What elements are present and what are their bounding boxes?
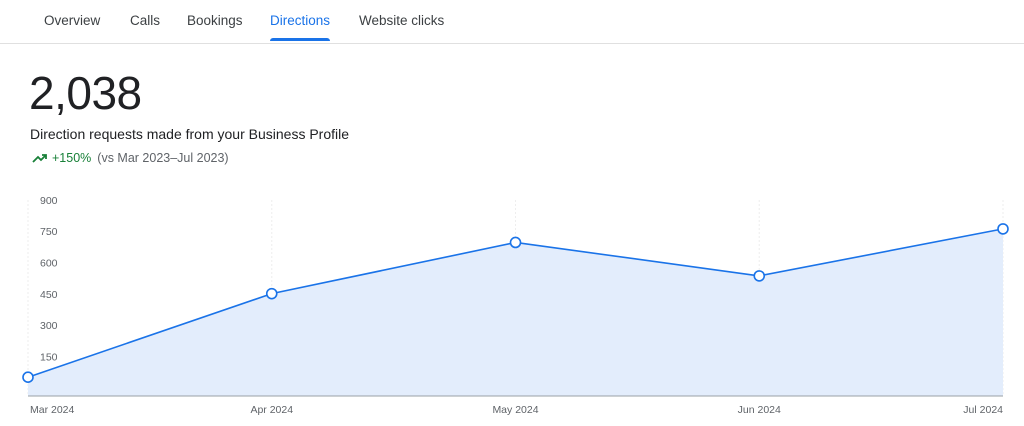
point bbox=[753, 270, 766, 282]
y-tick-label: 150 bbox=[40, 351, 58, 363]
change-value: +150% bbox=[52, 151, 92, 165]
point bbox=[997, 223, 1009, 235]
tab[interactable]: Overview bbox=[44, 13, 101, 28]
total-value: 2,038 bbox=[29, 67, 142, 119]
tab[interactable]: Bookings bbox=[187, 13, 243, 28]
y-tick-label: 300 bbox=[40, 320, 58, 332]
point bbox=[265, 287, 278, 300]
x-tick-label: May 2024 bbox=[492, 404, 538, 416]
trend-icon bbox=[32, 154, 47, 163]
y-tick-label: 900 bbox=[40, 195, 58, 207]
tab[interactable]: Calls bbox=[130, 13, 161, 28]
x-tick-label: Jun 2024 bbox=[738, 404, 781, 416]
y-tick-label: 450 bbox=[40, 289, 58, 301]
x-tick-label: Apr 2024 bbox=[250, 404, 293, 416]
area-fill bbox=[28, 228, 1003, 396]
comparison: (vs Mar 2023–Jul 2023) bbox=[97, 151, 229, 165]
x-tick-label: Jul 2024 bbox=[963, 404, 1003, 416]
y-tick-label: 750 bbox=[40, 226, 58, 238]
tab[interactable]: Website clicks bbox=[359, 13, 445, 28]
change-row: +150% (vs Mar 2023–Jul 2023) bbox=[32, 151, 229, 165]
description: Direction requests made from your Busine… bbox=[30, 126, 350, 142]
point bbox=[22, 371, 34, 384]
point bbox=[509, 236, 522, 249]
y-tick-label: 600 bbox=[40, 257, 58, 269]
x-tick-label: Mar 2024 bbox=[30, 404, 75, 416]
tab-bar: Overview Calls Bookings Directions Website c… bbox=[0, 0, 1024, 44]
tab[interactable]: Directions bbox=[270, 13, 331, 41]
